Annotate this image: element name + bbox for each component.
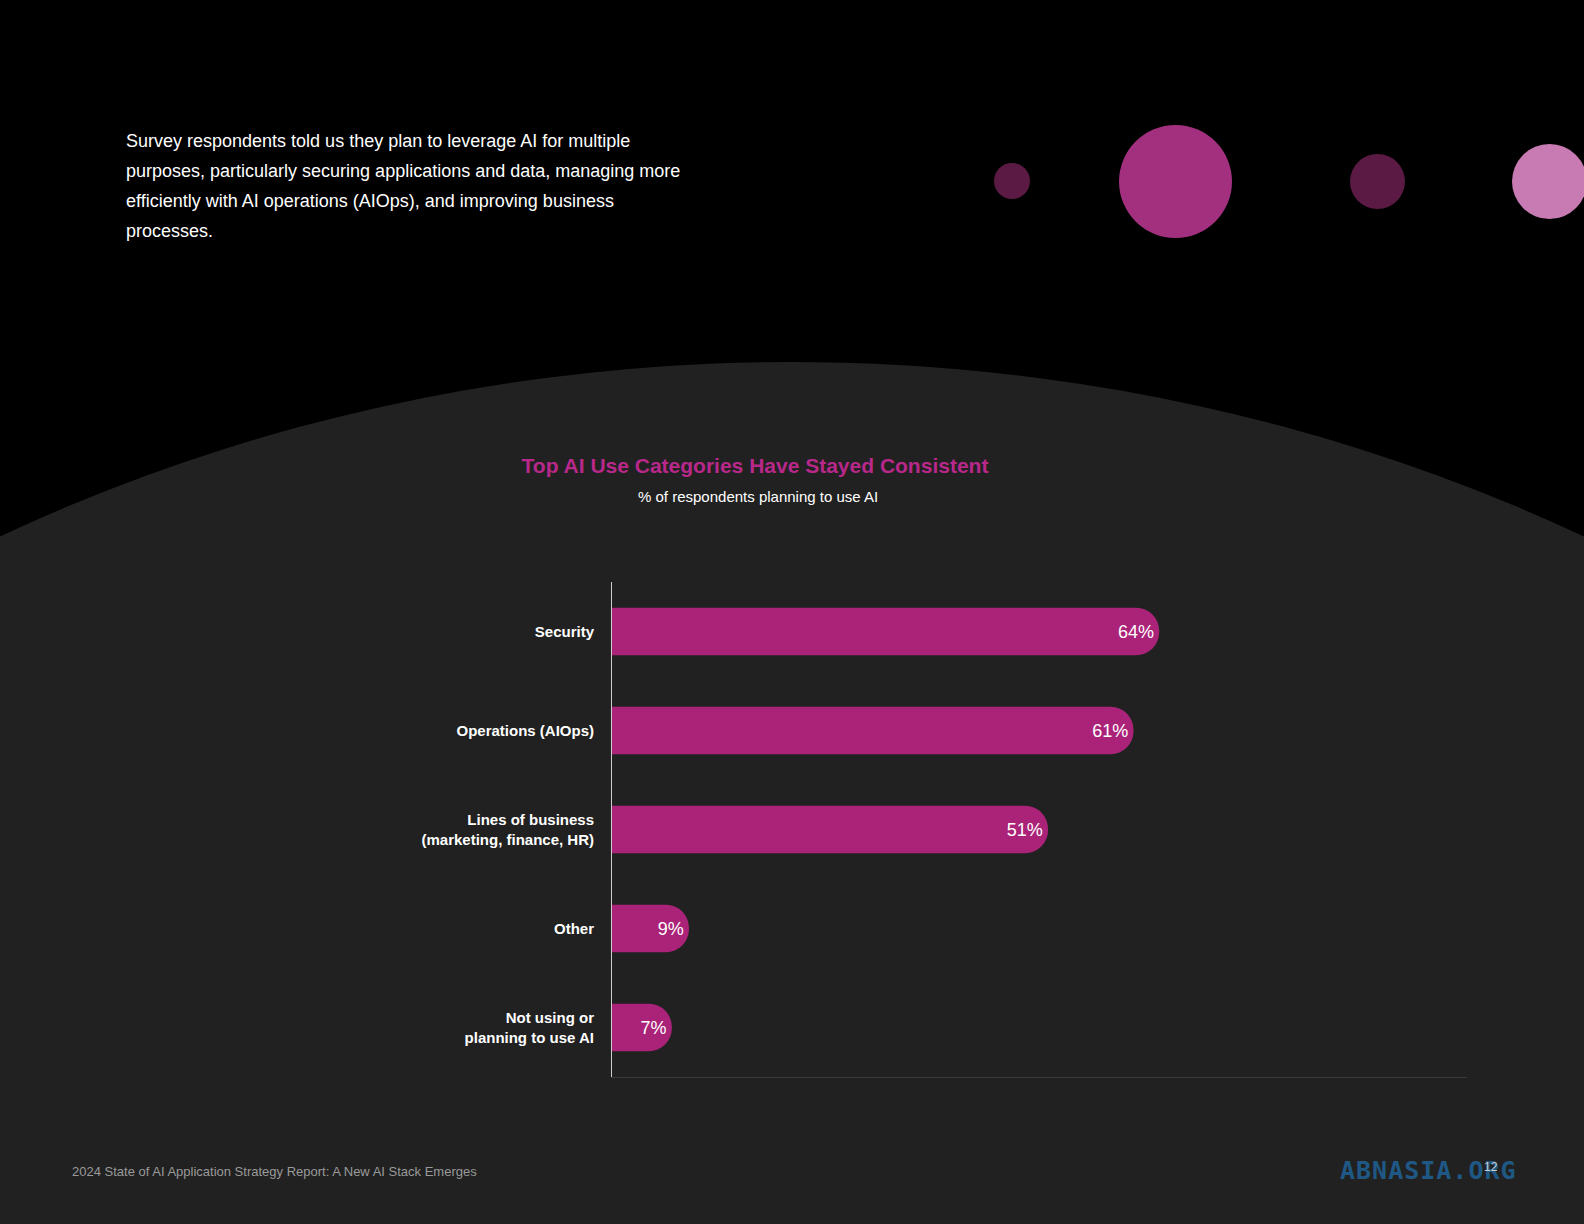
svg-text:51%: 51% — [1007, 820, 1043, 840]
svg-text:9%: 9% — [658, 919, 684, 939]
svg-text:Lines of business(marketing, f: Lines of business(marketing, finance, HR… — [421, 811, 594, 848]
svg-text:% of respondents planning to u: % of respondents planning to use AI — [638, 488, 878, 505]
html-text:12: 12 — [1484, 1160, 1498, 1174]
html-text:Survey respondents told us the: Survey respondents told us they plan to … — [126, 131, 681, 241]
svg-text:7%: 7% — [641, 1018, 667, 1038]
svg-text:61%: 61% — [1092, 721, 1128, 741]
html-text:ABNASIA.ORG: ABNASIA.ORG — [1340, 1156, 1517, 1185]
svg-text:Not using orplanning to use AI: Not using orplanning to use AI — [465, 1009, 595, 1046]
svg-text:Security: Security — [535, 623, 595, 640]
html-text:2024 State of AI Application S: 2024 State of AI Application Strategy Re… — [72, 1164, 477, 1179]
svg-text:Operations (AIOps): Operations (AIOps) — [456, 722, 594, 739]
svg-text:64%: 64% — [1118, 622, 1154, 642]
svg-text:Other: Other — [554, 920, 594, 937]
svg-text:Top AI Use Categories Have Sta: Top AI Use Categories Have Stayed Consis… — [522, 454, 989, 477]
